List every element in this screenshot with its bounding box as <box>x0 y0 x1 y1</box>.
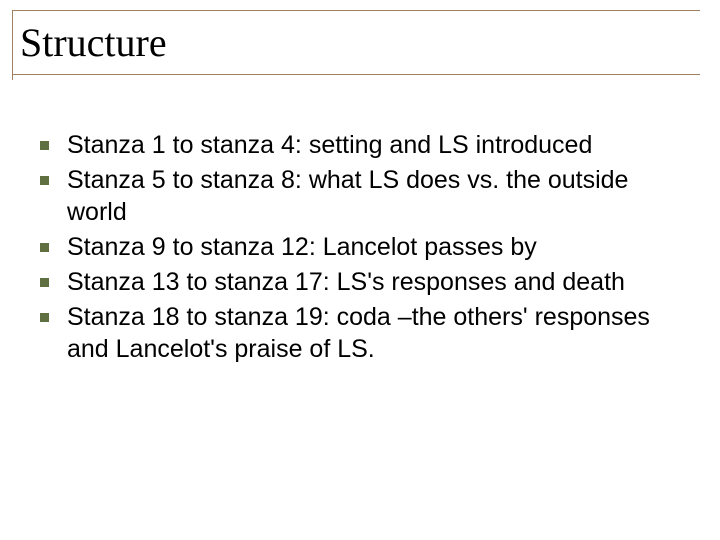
title-region: Structure <box>12 10 700 75</box>
bullet-list: Stanza 1 to stanza 4: setting and LS int… <box>40 130 680 369</box>
list-item-text: Stanza 18 to stanza 19: coda –the others… <box>67 302 680 365</box>
list-item: Stanza 1 to stanza 4: setting and LS int… <box>40 130 680 161</box>
slide-title: Structure <box>12 11 700 74</box>
list-item: Stanza 9 to stanza 12: Lancelot passes b… <box>40 232 680 263</box>
slide: Structure Stanza 1 to stanza 4: setting … <box>0 0 720 540</box>
list-item-text: Stanza 5 to stanza 8: what LS does vs. t… <box>67 165 680 228</box>
square-bullet-icon <box>40 278 49 287</box>
list-item-text: Stanza 1 to stanza 4: setting and LS int… <box>67 130 592 161</box>
square-bullet-icon <box>40 313 49 322</box>
square-bullet-icon <box>40 243 49 252</box>
list-item-text: Stanza 9 to stanza 12: Lancelot passes b… <box>67 232 537 263</box>
square-bullet-icon <box>40 176 49 185</box>
list-item: Stanza 18 to stanza 19: coda –the others… <box>40 302 680 365</box>
title-bottom-rule <box>12 74 700 75</box>
list-item-text: Stanza 13 to stanza 17: LS's responses a… <box>67 267 625 298</box>
square-bullet-icon <box>40 141 49 150</box>
list-item: Stanza 5 to stanza 8: what LS does vs. t… <box>40 165 680 228</box>
list-item: Stanza 13 to stanza 17: LS's responses a… <box>40 267 680 298</box>
